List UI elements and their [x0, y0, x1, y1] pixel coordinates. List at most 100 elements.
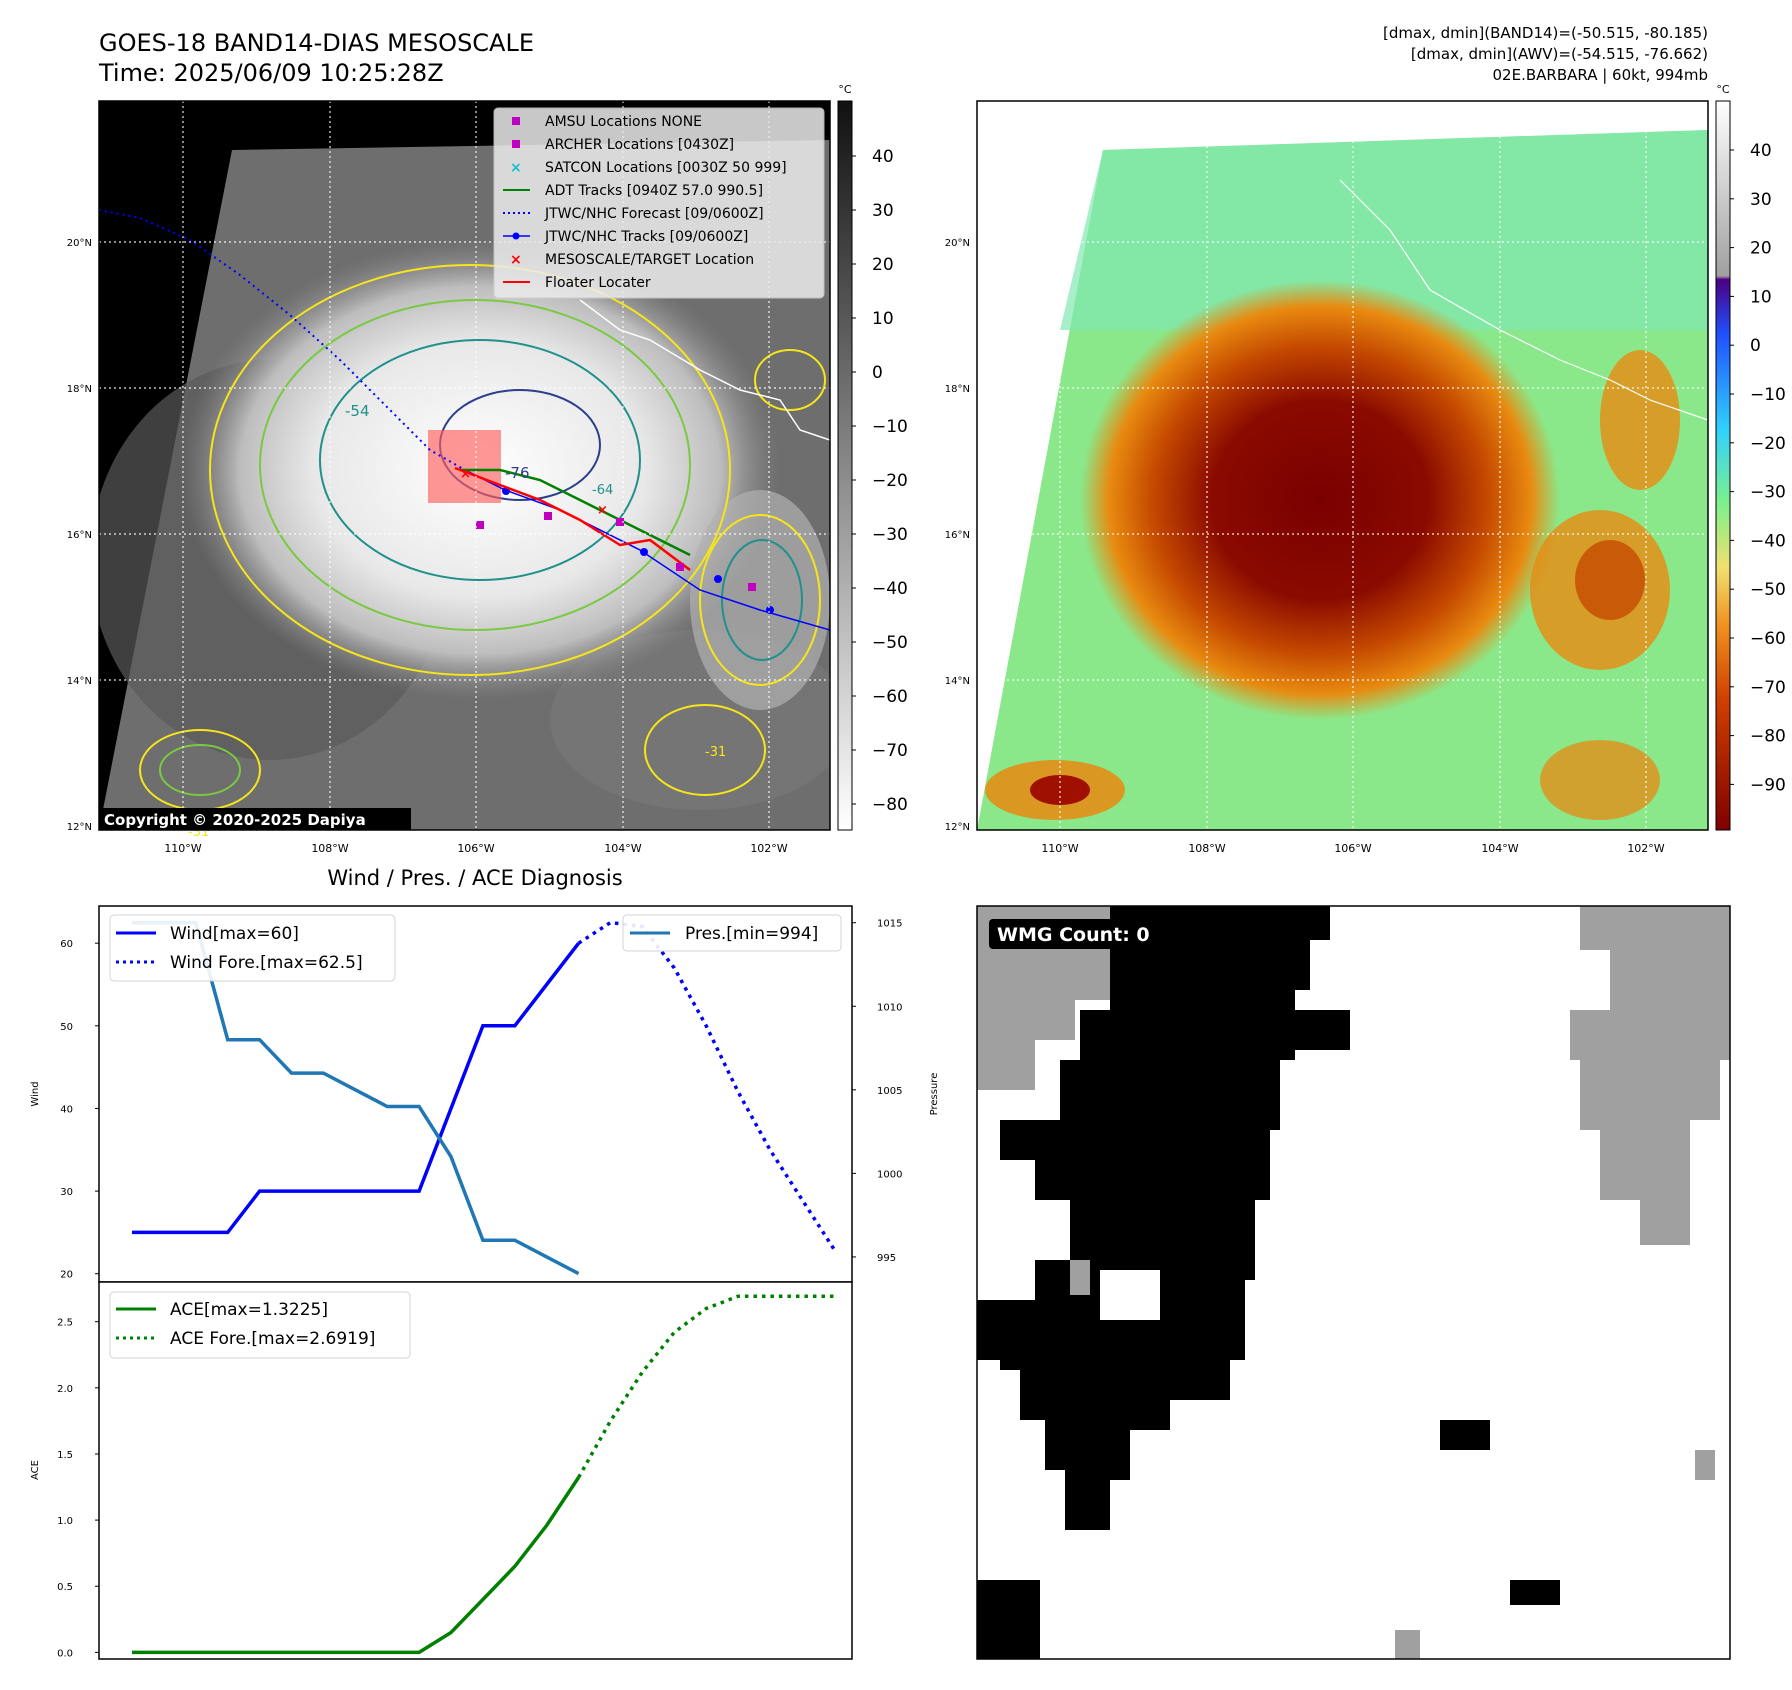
color-map-panel	[977, 101, 1708, 830]
color-colorbar-tick-label: −60	[1750, 629, 1786, 649]
wind-ytick-label: 50	[60, 1022, 73, 1033]
wind-ytick-right-label: 995	[877, 1253, 896, 1264]
color-colorbar-tick-label: −90	[1750, 775, 1786, 795]
color-colorbar: °C 40 30 20 10 0 −10 −20 −30 −40 −50 −60 −70 −80 −90	[1715, 83, 1786, 831]
svg-text:°C: °C	[838, 83, 852, 96]
info-line3: 02E.BARBARA | 60kt, 994mb	[1493, 66, 1708, 84]
svg-text:110°W: 110°W	[1041, 842, 1078, 855]
ace-legend: ACE[max=1.3225] ACE Fore.[max=2.6919]	[109, 1291, 411, 1359]
color-colorbar-tick-label: 0	[1750, 336, 1761, 356]
svg-text:108°W: 108°W	[311, 842, 348, 855]
ir-contour-labels: -54 -76 -64 -31 -31	[188, 402, 726, 840]
legend-forecast: JTWC/NHC Forecast [09/0600Z]	[544, 206, 764, 222]
svg-text:12°N: 12°N	[945, 822, 970, 833]
color-colorbar-tick-label: −20	[1750, 434, 1786, 454]
svg-text:102°W: 102°W	[1627, 842, 1664, 855]
svg-text:18°N: 18°N	[67, 384, 92, 395]
ace-series-0	[132, 1476, 581, 1655]
ace-ytick-label: 2.0	[57, 1384, 73, 1395]
wind-ytick-right-label: 1000	[877, 1169, 902, 1180]
title-line1: GOES-18 BAND14-DIAS MESOSCALE	[99, 29, 534, 57]
color-colorbar-tick-label: 40	[1750, 141, 1772, 161]
contour-label: -76	[505, 464, 530, 482]
ir-colorbar-tick-label: −80	[872, 795, 908, 815]
contour-label: -64	[592, 483, 613, 498]
ir-colorbar-tick-label: 0	[872, 363, 883, 383]
svg-text:104°W: 104°W	[604, 842, 641, 855]
legend-ace: ACE[max=1.3225]	[170, 1300, 328, 1320]
wind-series-0	[132, 942, 580, 1235]
info-line2: [dmax, dmin](AWV)=(-54.515, -76.662)	[1411, 45, 1708, 63]
legend-satcon: SATCON Locations [0030Z 50 999]	[545, 160, 787, 176]
legend-archer: ARCHER Locations [0430Z]	[545, 137, 734, 153]
ir-colorbar-tick-label: −10	[872, 417, 908, 437]
wind-ytick-right-label: 1005	[877, 1086, 902, 1097]
ace-ytick-label: 1.5	[57, 1450, 73, 1461]
wmg-panel	[977, 906, 1730, 1659]
color-colorbar-tick-label: −50	[1750, 580, 1786, 600]
contour-label: -54	[345, 402, 370, 420]
ir-lat-labels: 20°N 18°N 16°N 14°N 12°N	[67, 238, 92, 833]
legend-tracks: JTWC/NHC Tracks [09/0600Z]	[544, 229, 748, 245]
chart-title: Wind / Pres. / ACE Diagnosis	[327, 866, 622, 890]
svg-text:14°N: 14°N	[945, 676, 970, 687]
svg-text:18°N: 18°N	[945, 384, 970, 395]
svg-text:16°N: 16°N	[945, 530, 970, 541]
ir-colorbar-tick-label: −70	[872, 741, 908, 761]
legend-pressure: Pres.[min=994]	[685, 924, 818, 944]
ir-colorbar-tick-label: 10	[872, 309, 894, 329]
svg-text:20°N: 20°N	[67, 238, 92, 249]
ir-colorbar-tick-label: −20	[872, 471, 908, 491]
ace-ytick-label: 1.0	[57, 1516, 73, 1527]
contour-label: -31	[705, 745, 726, 760]
svg-text:102°W: 102°W	[750, 842, 787, 855]
svg-text:×: ×	[597, 503, 608, 518]
color-lat-labels: 20°N 18°N 16°N 14°N 12°N	[945, 238, 970, 833]
ir-colorbar-tick-label: 30	[872, 201, 894, 221]
svg-text:20°N: 20°N	[945, 238, 970, 249]
ir-map-legend: AMSU Locations NONE ARCHER Locations [04…	[493, 107, 825, 299]
ace-series-1	[577, 1294, 834, 1479]
ir-colorbar-tick-label: −40	[872, 579, 908, 599]
ir-colorbar-tick-label: 20	[872, 255, 894, 275]
wind-legend: Wind[max=60] Wind Fore.[max=62.5]	[109, 914, 396, 982]
ir-colorbar-tick-label: −50	[872, 633, 908, 653]
color-colorbar-tick-label: 30	[1750, 190, 1772, 210]
wind-ytick-right-label: 1010	[877, 1002, 902, 1013]
ace-ytick-label: 2.5	[57, 1318, 73, 1329]
wind-ytick-label: 30	[60, 1187, 73, 1198]
svg-text:×: ×	[510, 252, 522, 268]
wind-ytick-label: 40	[60, 1104, 73, 1115]
pressure-legend: Pres.[min=994]	[622, 914, 842, 952]
ir-colorbar: °C 40 30 20 10 0 −10 −20 −30 −40 −50 −60 −70 −80	[837, 83, 908, 831]
pressure-axis-label: Pressure	[929, 1073, 940, 1116]
svg-text:×: ×	[460, 467, 471, 482]
legend-wind: Wind[max=60]	[170, 924, 299, 944]
color-colorbar-tick-label: −80	[1750, 727, 1786, 747]
ace-ytick-label: 0.0	[57, 1648, 73, 1659]
copyright: Copyright © 2020-2025 Dapiya	[104, 811, 366, 829]
wind-ytick-right-label: 1015	[877, 919, 902, 930]
info-line1: [dmax, dmin](BAND14)=(-50.515, -80.185)	[1383, 24, 1708, 42]
svg-text:106°W: 106°W	[1334, 842, 1371, 855]
ir-colorbar-tick-label: 40	[872, 147, 894, 167]
color-colorbar-tick-label: −30	[1750, 483, 1786, 503]
ir-lon-labels: 110°W 108°W 106°W 104°W 102°W	[164, 842, 787, 855]
color-colorbar-tick-label: −40	[1750, 531, 1786, 551]
ir-colorbar-tick-label: −60	[872, 687, 908, 707]
ir-colorbar-tick-label: −30	[872, 525, 908, 545]
svg-text:110°W: 110°W	[164, 842, 201, 855]
svg-text:14°N: 14°N	[67, 676, 92, 687]
color-colorbar-tick-label: −70	[1750, 678, 1786, 698]
title-line2: Time: 2025/06/09 10:25:28Z	[98, 59, 444, 87]
svg-text:12°N: 12°N	[67, 822, 92, 833]
svg-text:16°N: 16°N	[67, 530, 92, 541]
legend-adt: ADT Tracks [0940Z 57.0 990.5]	[545, 183, 763, 199]
legend-floater: Floater Locater	[545, 275, 651, 291]
color-colorbar-tick-label: −10	[1750, 385, 1786, 405]
wind-ytick-label: 20	[60, 1270, 73, 1281]
svg-text:104°W: 104°W	[1481, 842, 1518, 855]
color-colorbar-tick-label: 20	[1750, 239, 1772, 259]
ace-ytick-label: 0.5	[57, 1582, 73, 1593]
